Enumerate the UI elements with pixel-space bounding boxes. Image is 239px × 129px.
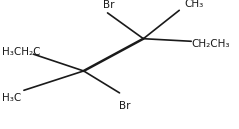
- Text: Br: Br: [103, 0, 114, 10]
- Text: H₃C: H₃C: [2, 93, 22, 103]
- Text: Br: Br: [120, 101, 131, 111]
- Text: CH₂CH₃: CH₂CH₃: [191, 39, 230, 49]
- Text: H₃CH₂C: H₃CH₂C: [2, 47, 41, 57]
- Text: CH₃: CH₃: [184, 0, 203, 9]
